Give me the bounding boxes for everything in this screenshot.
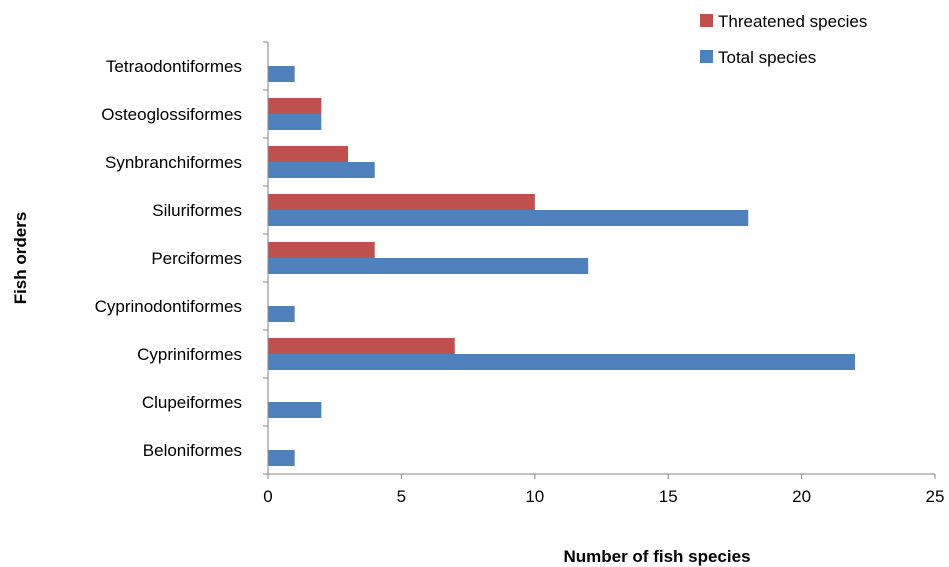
legend-swatch-threatened	[700, 14, 713, 27]
bars-group	[268, 66, 855, 466]
y-tick-label: Cyprinodontiformes	[95, 297, 242, 316]
y-tick-label: Beloniformes	[143, 441, 242, 460]
y-axis-ticks	[263, 41, 268, 475]
legend-swatch-total	[700, 50, 713, 63]
y-axis-labels: Tetraodontiformes Osteoglossiformes Synbra…	[95, 57, 242, 460]
x-axis-ticks	[267, 474, 936, 479]
legend-label-threatened: Threatened species	[718, 12, 867, 31]
bar-total-tetraodontiformes	[268, 66, 295, 82]
x-axis-labels: 0 5 10 15 20 25	[263, 487, 944, 506]
y-tick-label: Synbranchiformes	[105, 153, 242, 172]
bar-total-siluriformes	[268, 210, 749, 226]
bar-threatened-osteoglossiformes	[268, 98, 322, 114]
bar-threatened-perciformes	[268, 242, 375, 258]
y-axis-title: Fish orders	[11, 212, 30, 305]
x-tick-label: 15	[659, 487, 678, 506]
legend-label-total: Total species	[718, 48, 816, 67]
y-tick-label: Clupeiformes	[142, 393, 242, 412]
bar-total-osteoglossiformes	[268, 114, 322, 130]
bar-total-perciformes	[268, 258, 589, 274]
x-tick-label: 10	[525, 487, 544, 506]
legend: Threatened species Total species	[700, 12, 867, 67]
x-tick-label: 0	[263, 487, 272, 506]
bar-threatened-synbranchiformes	[268, 146, 349, 162]
x-tick-label: 20	[792, 487, 811, 506]
x-tick-label: 25	[926, 487, 945, 506]
bar-threatened-siluriformes	[268, 194, 535, 210]
bar-total-synbranchiformes	[268, 162, 375, 178]
y-tick-label: Perciformes	[151, 249, 242, 268]
bar-total-clupeiformes	[268, 402, 322, 418]
x-tick-label: 5	[397, 487, 406, 506]
x-axis-title: Number of fish species	[563, 547, 750, 566]
y-tick-label: Tetraodontiformes	[106, 57, 242, 76]
y-tick-label: Siluriformes	[152, 201, 242, 220]
y-tick-label: Cypriniformes	[137, 345, 242, 364]
bar-threatened-cypriniformes	[268, 338, 455, 354]
bar-total-cyprinodontiformes	[268, 306, 295, 322]
bar-total-beloniformes	[268, 450, 295, 466]
y-tick-label: Osteoglossiformes	[101, 105, 242, 124]
bar-total-cypriniformes	[268, 354, 855, 370]
